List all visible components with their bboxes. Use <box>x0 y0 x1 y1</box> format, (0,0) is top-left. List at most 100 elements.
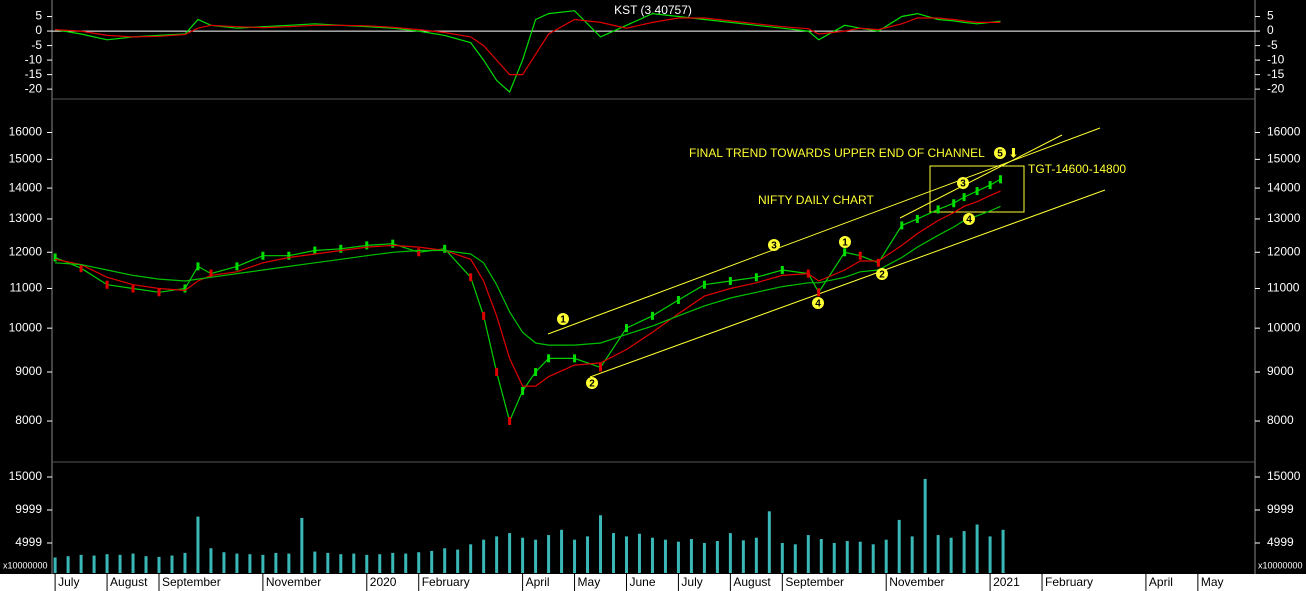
annotation: FINAL TREND TOWARDS UPPER END OF CHANNEL <box>689 146 985 160</box>
wave-marker <box>957 177 969 189</box>
price-candle <box>573 354 577 363</box>
y-tick-label-right: -15 <box>1267 67 1285 81</box>
price-candle <box>534 368 538 377</box>
volume-bar <box>884 539 888 573</box>
volume-bar <box>728 533 732 573</box>
y-tick-label-right: 8000 <box>1267 413 1294 427</box>
volume-bar <box>157 556 161 573</box>
price-candle <box>728 276 732 285</box>
price-candle <box>952 199 956 208</box>
wave-marker <box>839 236 851 248</box>
volume-bar <box>339 554 343 573</box>
volume-bar <box>352 553 356 573</box>
price-candle <box>196 262 200 271</box>
kst-title: KST (3.40757) <box>614 3 692 17</box>
volume-bar <box>534 539 538 573</box>
series-line <box>54 190 1001 387</box>
volume-bar <box>676 541 680 573</box>
price-candle <box>547 354 551 363</box>
x-tick-label: May <box>1201 575 1224 589</box>
volume-bar <box>235 553 239 573</box>
x-tick-label: April <box>526 575 550 589</box>
price-candle <box>157 288 161 297</box>
price-candle <box>508 417 512 426</box>
volume-bar <box>689 539 693 573</box>
y-tick-label-right: 11000 <box>1267 281 1300 295</box>
y-tick-label-right: -5 <box>1267 38 1278 52</box>
channel-mid <box>899 134 1063 219</box>
channel-lower <box>589 189 1106 378</box>
y-tick-label-right: 12000 <box>1267 244 1301 258</box>
price-candle <box>79 264 83 273</box>
price-candle <box>843 248 847 257</box>
volume-bar <box>482 539 486 573</box>
y-tick-label: -20 <box>25 81 43 95</box>
price-candle <box>676 295 680 304</box>
volume-bar <box>819 539 823 573</box>
volume-bar <box>430 550 434 573</box>
wave-marker <box>994 147 1006 159</box>
volume-bar <box>326 552 330 573</box>
y-tick-label-right: -10 <box>1267 52 1285 66</box>
y-tick-label-right: 14000 <box>1267 180 1301 194</box>
y-tick-label: 10000 <box>9 320 43 334</box>
y-tick-label-right: 0 <box>1267 23 1274 37</box>
volume-bar <box>183 552 187 573</box>
wave-label: 1 <box>560 315 566 326</box>
y-tick-label: 15000 <box>9 152 43 166</box>
volume-bar <box>780 542 784 573</box>
x-tick-label: July <box>58 575 79 589</box>
series-line <box>55 205 1001 346</box>
price-candle <box>915 214 919 223</box>
wave-label: 3 <box>960 179 966 190</box>
volume-bar <box>170 555 174 573</box>
channel-lines <box>547 127 1106 378</box>
volume-bar <box>547 535 551 573</box>
price-candle <box>599 363 603 372</box>
y-tick-label: 12000 <box>9 244 43 258</box>
volume-bar <box>702 542 706 573</box>
volume-bar <box>573 539 577 573</box>
wave-label: 2 <box>589 379 595 390</box>
volume-bar <box>79 554 83 573</box>
x-tick-label: September <box>162 575 221 589</box>
volume-bar <box>663 539 667 573</box>
volume-bar <box>910 536 914 573</box>
volume-bar <box>300 517 304 573</box>
volume-bar <box>222 552 226 573</box>
volume-bar <box>261 554 265 573</box>
volume-bar <box>443 548 447 573</box>
volume-bar <box>313 551 317 573</box>
volume-bar <box>599 515 603 573</box>
y-tick-label-right: 15000 <box>1267 469 1301 483</box>
price-candle <box>313 246 317 255</box>
x-tick-label: August <box>733 575 771 589</box>
volume-bar <box>767 511 771 573</box>
price-candle <box>417 248 421 257</box>
volume-bar <box>131 553 135 573</box>
price-candle <box>900 221 904 230</box>
x-axis-strip <box>0 574 1306 591</box>
volume-bar <box>53 557 57 573</box>
down-arrow: ⬇ <box>1008 145 1019 160</box>
volume-bar <box>209 548 213 573</box>
volume-bar <box>287 553 291 573</box>
volume-bar <box>754 537 758 573</box>
price-candle <box>339 244 343 253</box>
volume-bar <box>1001 529 1005 573</box>
price-candle <box>936 205 940 214</box>
wave-label: 3 <box>771 241 777 252</box>
series-line <box>55 17 1001 76</box>
price-candle <box>131 284 135 293</box>
volume-bar <box>858 541 862 573</box>
volume-bar <box>391 552 395 573</box>
volume-bar <box>365 554 369 573</box>
y-tick-label-right: 10000 <box>1267 320 1301 334</box>
wave-label: 4 <box>815 299 821 310</box>
price-candle <box>391 239 395 248</box>
y-tick-label: 15000 <box>9 469 43 483</box>
x-tick-label: February <box>1045 575 1093 589</box>
price-candle <box>261 251 265 260</box>
price-candle <box>469 273 473 282</box>
